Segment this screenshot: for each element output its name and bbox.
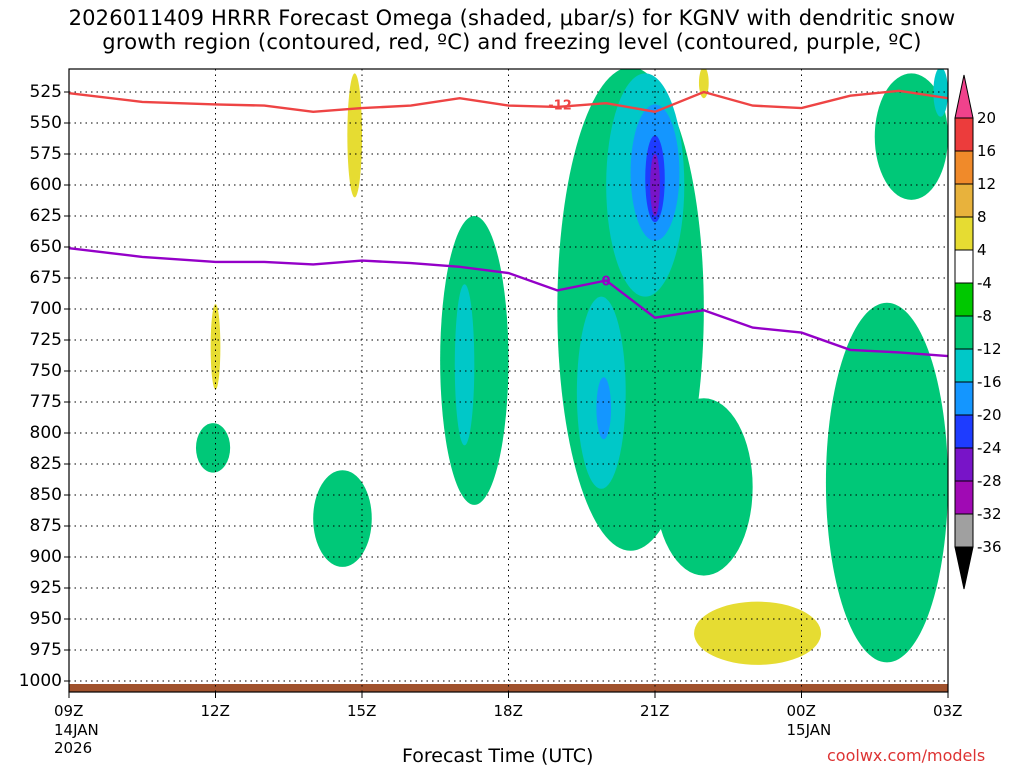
y-tick-label-875: 875 (29, 516, 62, 536)
colorbar-label--24: -24 (977, 439, 1002, 457)
x-axis-title: Forecast Time (UTC) (402, 745, 594, 767)
colorbar-label--4: -4 (977, 274, 992, 292)
y-tick-label-725: 725 (29, 330, 62, 350)
y-tick-label-675: 675 (29, 268, 62, 288)
omega-region-8 (440, 215, 509, 505)
y-tick-label-550: 550 (29, 113, 62, 133)
x-tick-label-21Z: 21Z (640, 702, 670, 720)
isotherm-labels: -12 0 (548, 98, 610, 289)
omega-region-16 (596, 377, 612, 440)
colorbar-swatch-6 (954, 282, 974, 317)
y-tick-label-800: 800 (29, 423, 62, 443)
y-tick-label-750: 750 (29, 361, 62, 381)
colorbar-swatch-3 (954, 183, 974, 218)
y-tick-label-525: 525 (29, 82, 62, 102)
colorbar-label-12: 12 (977, 175, 997, 193)
freezing-line (69, 247, 948, 358)
omega-region-19 (874, 73, 948, 200)
x-tick-label-18Z: 18Z (493, 702, 523, 720)
y-tick-label-900: 900 (29, 547, 62, 567)
omega-region-2 (698, 69, 709, 99)
omega-shading (195, 69, 948, 665)
credit-link[interactable]: coolwx.com/models (827, 746, 986, 765)
colorbar-swatch-1 (954, 117, 974, 152)
omega-region-18 (825, 302, 948, 663)
y-tick-label-950: 950 (29, 609, 62, 629)
omega-region-0 (347, 73, 362, 198)
colorbar-label--20: -20 (977, 406, 1002, 424)
y-tick-label-1000: 1000 (18, 671, 62, 691)
colorbar-label-16: 16 (977, 142, 997, 160)
y-tick-label-625: 625 (29, 206, 62, 226)
ground-surface-bar (69, 684, 948, 692)
colorbar-swatch-13 (954, 513, 974, 548)
y-tick-label-850: 850 (29, 485, 62, 505)
time-gridlines (215, 69, 802, 692)
y-tick-label-775: 775 (29, 392, 62, 412)
title-line-1: 2026011409 HRRR Forecast Omega (shaded, … (68, 6, 956, 30)
omega-region-1 (210, 304, 221, 390)
y-tick-label-650: 650 (29, 237, 62, 257)
omega-region-6 (195, 423, 231, 473)
x-tick-label-12Z: 12Z (200, 702, 230, 720)
colorbar-label--32: -32 (977, 505, 1002, 523)
colorbar-bottom-arrow (954, 546, 974, 590)
y-tick-label-575: 575 (29, 144, 62, 164)
y-tick-label-600: 600 (29, 175, 62, 195)
omega-region-9 (454, 284, 475, 446)
colorbar-label-8: 8 (977, 208, 987, 226)
colorbar-swatch-2 (954, 150, 974, 185)
x-tick-date-09Z: 14JAN (54, 721, 99, 739)
x-tick-label-09Z: 09Z (54, 702, 84, 720)
colorbar-label-4: 4 (977, 241, 987, 259)
colorbar-label-20: 20 (977, 109, 997, 127)
colorbar-swatch-8 (954, 348, 974, 383)
y-tick-label-700: 700 (29, 299, 62, 319)
colorbar-label--12: -12 (977, 340, 1002, 358)
axis-ticks (64, 91, 949, 698)
chart-title: 2026011409 HRRR Forecast Omega (shaded, … (0, 6, 1024, 54)
colorbar-label--36: -36 (977, 538, 1002, 556)
x-tick-year-09Z: 2026 (54, 739, 93, 757)
isotherm-lines (69, 89, 948, 358)
x-tick-label-03Z: 03Z (933, 702, 963, 720)
colorbar-swatch-12 (954, 480, 974, 515)
colorbar-swatch-5 (954, 249, 974, 284)
omega-region-17 (655, 398, 753, 576)
x-tick-label-00Z: 00Z (786, 702, 816, 720)
dgz-line-label: -12 (548, 98, 572, 113)
colorbar-label--16: -16 (977, 373, 1002, 391)
omega-region-7 (313, 470, 372, 567)
colorbar-swatch-4 (954, 216, 974, 251)
x-tick-label-15Z: 15Z (347, 702, 377, 720)
title-line-2: growth region (contoured, red, ºC) and f… (102, 30, 922, 54)
colorbar-label--28: -28 (977, 472, 1002, 490)
colorbar-swatch-9 (954, 381, 974, 416)
y-tick-label-975: 975 (29, 640, 62, 660)
freezing-line-label: 0 (601, 274, 610, 289)
colorbar-swatch-7 (954, 315, 974, 350)
colorbar-swatch-10 (954, 414, 974, 449)
y-tick-label-825: 825 (29, 454, 62, 474)
omega-region-5 (694, 601, 822, 665)
colorbar-label--8: -8 (977, 307, 992, 325)
colorbar-top-arrow (954, 74, 974, 119)
dgz-line (69, 89, 948, 114)
y-tick-label-925: 925 (29, 578, 62, 598)
colorbar-swatch-11 (954, 447, 974, 482)
plot-frame (68, 68, 949, 693)
omega-region-20 (933, 69, 948, 117)
colorbar (954, 74, 974, 590)
x-tick-date-00Z: 15JAN (786, 721, 832, 739)
